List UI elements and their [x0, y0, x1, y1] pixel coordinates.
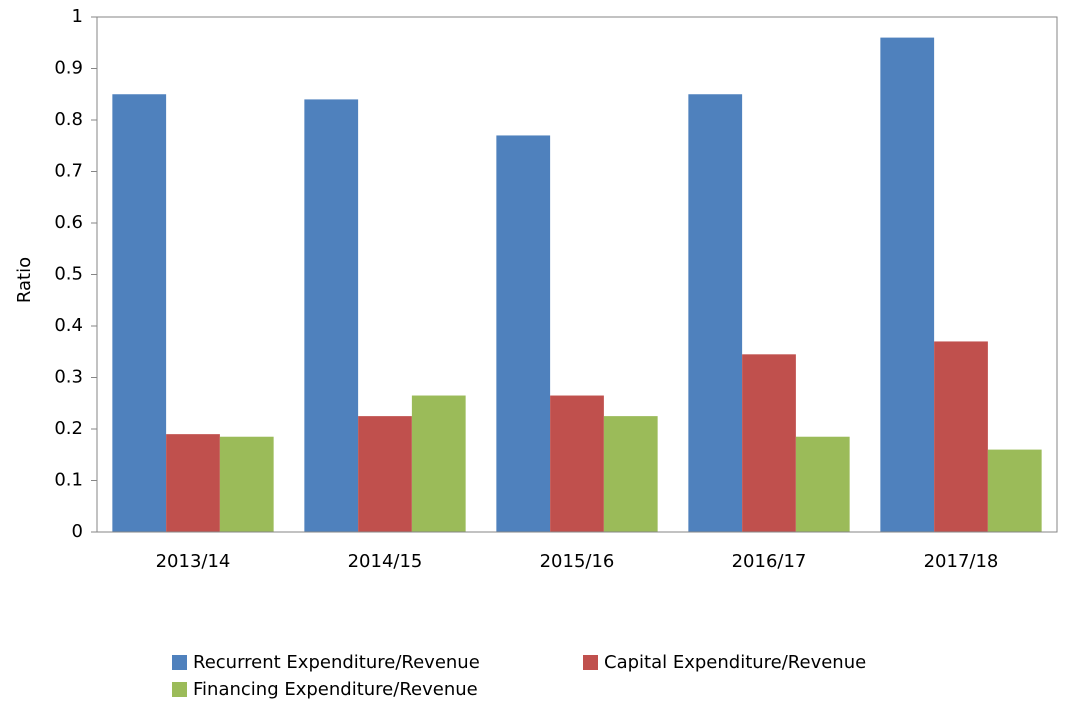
y-tick-label: 0	[72, 521, 83, 542]
bar	[880, 37, 935, 532]
legend-swatch	[583, 655, 598, 670]
y-tick-label: 0.6	[54, 212, 83, 233]
legend-label: Recurrent Expenditure/Revenue	[193, 652, 480, 673]
legend-swatch	[172, 655, 187, 670]
y-tick-label: 0.8	[54, 109, 83, 130]
legend-label: Financing Expenditure/Revenue	[193, 679, 478, 700]
y-tick-label: 0.4	[54, 315, 83, 336]
y-tick-label: 1	[72, 6, 83, 27]
y-tick-label: 0.1	[54, 470, 83, 491]
bar	[934, 341, 988, 532]
bar	[112, 94, 167, 532]
bar	[219, 436, 274, 532]
y-tick-label: 0.2	[54, 418, 83, 439]
y-tick-label: 0.7	[54, 161, 83, 182]
x-tick-label: 2015/16	[540, 551, 615, 572]
y-tick-label: 0.3	[54, 367, 83, 388]
plot-border	[96, 16, 1058, 533]
bar	[496, 135, 551, 532]
x-tick-label: 2017/18	[924, 551, 999, 572]
x-tick-label: 2013/14	[156, 551, 231, 572]
legend-swatch	[172, 682, 187, 697]
bar	[358, 416, 412, 532]
bar	[166, 434, 220, 532]
y-tick-label: 0.5	[54, 264, 83, 285]
bar	[987, 449, 1042, 532]
bar	[603, 416, 658, 532]
bar	[742, 354, 796, 532]
y-tick-label: 0.9	[54, 58, 83, 79]
y-axis-label: Ratio	[14, 257, 35, 303]
x-tick-label: 2014/15	[348, 551, 423, 572]
bar	[795, 436, 850, 532]
bar	[411, 395, 466, 532]
bar	[688, 94, 743, 532]
legend-label: Capital Expenditure/Revenue	[604, 652, 866, 673]
x-tick-label: 2016/17	[732, 551, 807, 572]
bar	[550, 395, 604, 532]
bar	[304, 99, 359, 533]
